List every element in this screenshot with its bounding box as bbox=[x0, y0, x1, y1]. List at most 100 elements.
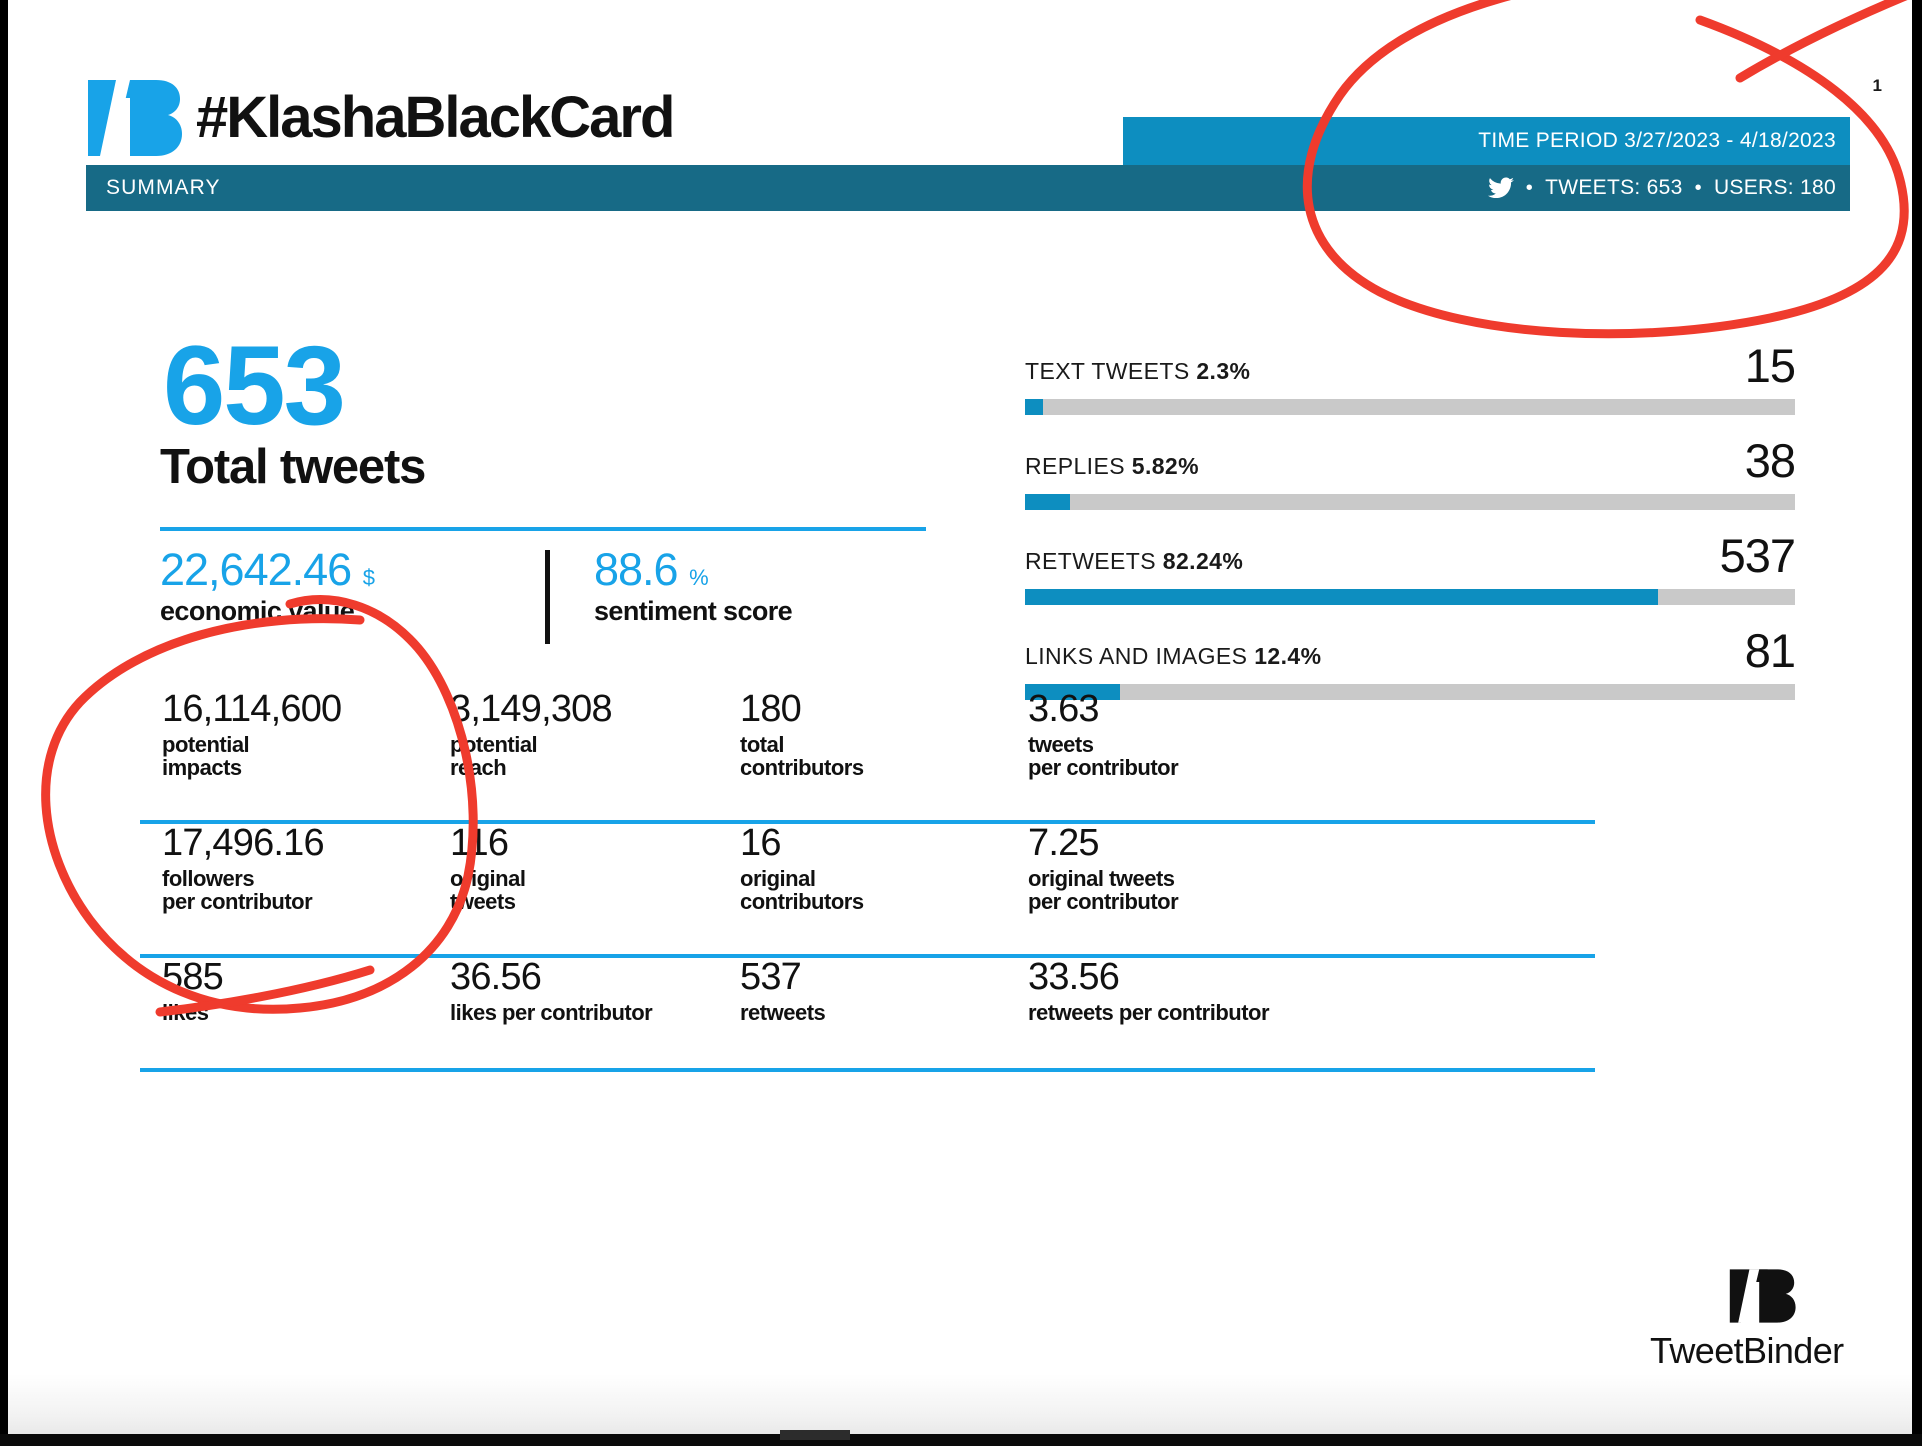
total-tweets-value: 653 bbox=[163, 323, 346, 448]
page-bottom-fade bbox=[0, 1374, 1922, 1434]
metric-value: 116 bbox=[450, 822, 509, 864]
users-stat: USERS: 180 bbox=[1713, 176, 1836, 199]
bar-fill bbox=[1025, 684, 1121, 700]
sentiment-score-number: 88.6 % bbox=[594, 546, 792, 593]
metric-value: 17,496.16 bbox=[162, 822, 325, 864]
bar-category-label: LINKS AND IMAGES bbox=[1025, 643, 1255, 669]
metric-label: tweets per contributor bbox=[1028, 731, 1179, 780]
metric-value: 33.56 bbox=[1028, 956, 1120, 998]
metric-value: 537 bbox=[740, 956, 802, 998]
grid-divider bbox=[140, 954, 1595, 958]
sentiment-score-amount: 88.6 bbox=[594, 544, 679, 595]
bar-category-label: REPLIES bbox=[1025, 453, 1132, 479]
summary-divider bbox=[160, 527, 926, 531]
bar-value-label: 38 bbox=[1744, 434, 1796, 487]
metric-value: 3,149,308 bbox=[450, 688, 613, 730]
twitter-bird-icon bbox=[1487, 177, 1514, 199]
grid-divider bbox=[140, 1068, 1595, 1072]
metric-cell: 17,496.16 followers per contributor bbox=[162, 822, 325, 914]
metric-label: original tweets per contributor bbox=[1028, 865, 1179, 914]
bar-percent-label: 82.24% bbox=[1162, 548, 1244, 574]
economic-value-label: economic value bbox=[160, 596, 355, 627]
metric-cell: 3,149,308 potential reach bbox=[450, 688, 613, 780]
metric-label: original contributors bbox=[740, 865, 864, 914]
page-number: 1 bbox=[1872, 76, 1882, 95]
footer-brand-name: TweetBinder bbox=[1650, 1330, 1844, 1371]
stats-separator-1: • bbox=[1525, 177, 1534, 199]
economic-value-unit: $ bbox=[362, 565, 375, 590]
metric-cell: 3.63 tweets per contributor bbox=[1028, 688, 1179, 780]
summary-bar: SUMMARY • TWEETS: 653 • USERS: 180 bbox=[86, 165, 1850, 211]
bar-caption: REPLIES 5.82% bbox=[1025, 453, 1199, 480]
metric-value: 3.63 bbox=[1028, 688, 1100, 730]
bar-caption: RETWEETS 82.24% bbox=[1025, 548, 1243, 575]
bar-category-label: RETWEETS bbox=[1025, 548, 1163, 574]
bar-row: RETWEETS 82.24% 537 bbox=[1025, 510, 1796, 605]
metric-cell: 33.56 retweets per contributor bbox=[1028, 956, 1270, 1025]
metric-value: 180 bbox=[740, 688, 802, 730]
economic-value-amount: 22,642.46 bbox=[160, 544, 352, 595]
metric-cell: 36.56 likes per contributor bbox=[450, 956, 653, 1025]
bar-category-label: TEXT TWEETS bbox=[1025, 358, 1197, 384]
bar-track bbox=[1025, 494, 1795, 510]
kpi-divider bbox=[545, 550, 550, 644]
tweetbinder-logo-icon bbox=[86, 78, 182, 158]
metric-cell: 585 likes bbox=[162, 956, 224, 1025]
metric-label: retweets bbox=[740, 999, 826, 1025]
bar-row: TEXT TWEETS 2.3% 15 bbox=[1025, 320, 1796, 415]
metric-value: 16,114,600 bbox=[162, 688, 342, 730]
section-label: SUMMARY bbox=[106, 176, 221, 199]
bar-percent-label: 12.4% bbox=[1254, 643, 1322, 669]
bar-caption: LINKS AND IMAGES 12.4% bbox=[1025, 643, 1321, 670]
economic-value-number: 22,642.46 $ bbox=[160, 546, 375, 593]
total-tweets-label: Total tweets bbox=[160, 440, 426, 494]
metrics-row: 16,114,600 potential impacts 3,149,308 poten… bbox=[140, 688, 1595, 820]
header-stats: • TWEETS: 653 • USERS: 180 bbox=[1487, 165, 1836, 211]
tweet-type-bar-chart: TEXT TWEETS 2.3% 15 REPLIES 5.82% 38 RETWEET… bbox=[1025, 320, 1796, 700]
bar-track bbox=[1025, 399, 1795, 415]
time-period-banner: TIME PERIOD 3/27/2023 - 4/18/2023 bbox=[1123, 117, 1850, 165]
bar-percent-label: 2.3% bbox=[1196, 358, 1251, 384]
metric-label: potential impacts bbox=[162, 731, 250, 780]
metric-cell: 180 total contributors bbox=[740, 688, 864, 780]
bar-row: REPLIES 5.82% 38 bbox=[1025, 415, 1796, 510]
bar-caption: TEXT TWEETS 2.3% bbox=[1025, 358, 1250, 385]
metrics-grid: 16,114,600 potential impacts 3,149,308 poten… bbox=[140, 688, 1595, 1072]
bar-row: LINKS AND IMAGES 12.4% 81 bbox=[1025, 605, 1796, 700]
metric-value: 36.56 bbox=[450, 956, 542, 998]
time-period-text: TIME PERIOD 3/27/2023 - 4/18/2023 bbox=[1478, 129, 1836, 152]
bar-track bbox=[1025, 684, 1795, 700]
bar-fill bbox=[1025, 589, 1659, 605]
economic-value-kpi: 22,642.46 $ economic value bbox=[160, 546, 375, 627]
metric-label: retweets per contributor bbox=[1028, 999, 1270, 1025]
metric-value: 585 bbox=[162, 956, 224, 998]
metric-cell: 7.25 original tweets per contributor bbox=[1028, 823, 1179, 914]
metrics-row: 585 likes 36.56 likes per contributor 537 ret… bbox=[140, 956, 1595, 1068]
metric-label: potential reach bbox=[450, 731, 538, 780]
kpi-group: 22,642.46 $ economic value 88.6 % sentim… bbox=[160, 546, 950, 656]
metric-label: likes bbox=[162, 999, 209, 1025]
screen-edge-notch bbox=[780, 1430, 850, 1440]
page-title: #KlashaBlackCard bbox=[196, 85, 675, 150]
screen-edge-right bbox=[1912, 0, 1922, 1446]
sentiment-score-label: sentiment score bbox=[594, 596, 793, 627]
grid-divider bbox=[140, 820, 1595, 824]
metric-cell: 537 retweets bbox=[740, 956, 826, 1025]
metric-cell: 16,114,600 potential impacts bbox=[162, 688, 342, 780]
bar-value-label: 537 bbox=[1719, 529, 1796, 582]
bar-fill bbox=[1025, 494, 1070, 510]
bar-value-label: 81 bbox=[1744, 624, 1796, 677]
bar-fill bbox=[1025, 399, 1043, 415]
metric-cell: 16 original contributors bbox=[740, 823, 864, 914]
metric-label: likes per contributor bbox=[450, 999, 653, 1025]
bar-track bbox=[1025, 589, 1795, 605]
metric-label: total contributors bbox=[740, 731, 864, 780]
screen-edge-left bbox=[0, 0, 8, 1446]
screen-edge-bottom bbox=[0, 1434, 1922, 1446]
tweets-stat: TWEETS: 653 bbox=[1545, 176, 1683, 199]
metric-cell: 116 original tweets bbox=[450, 822, 526, 914]
stats-separator-2: • bbox=[1694, 177, 1702, 199]
sentiment-score-kpi: 88.6 % sentiment score bbox=[594, 546, 793, 627]
metrics-row: 17,496.16 followers per contributor 116 orig… bbox=[140, 822, 1595, 954]
metric-label: followers per contributor bbox=[162, 865, 313, 914]
